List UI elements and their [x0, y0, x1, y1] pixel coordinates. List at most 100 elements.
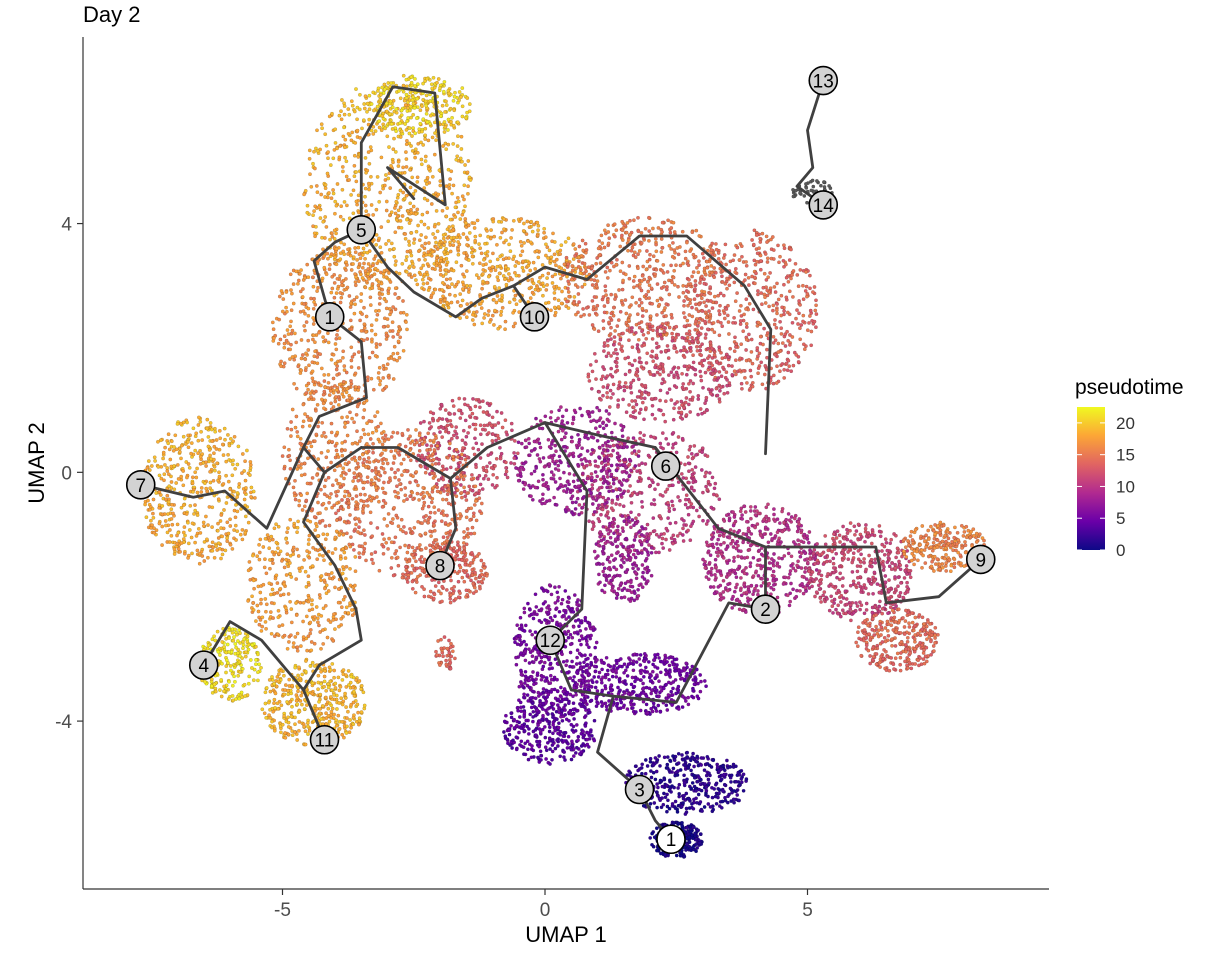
scatter-point: [552, 285, 556, 289]
scatter-point: [615, 494, 620, 499]
scatter-point: [422, 419, 426, 424]
scatter-point: [541, 477, 545, 482]
scatter-point: [637, 321, 642, 326]
scatter-point: [378, 245, 383, 250]
scatter-point: [331, 191, 336, 196]
scatter-point: [415, 440, 419, 445]
scatter-point: [559, 482, 563, 487]
scatter-point: [463, 494, 468, 499]
scatter-point: [391, 517, 395, 521]
scatter-point: [375, 175, 380, 179]
scatter-point: [279, 359, 283, 364]
scatter-point: [638, 471, 643, 475]
scatter-point: [552, 291, 557, 295]
scatter-point: [560, 414, 565, 419]
scatter-point: [511, 257, 515, 262]
scatter-point: [427, 241, 431, 245]
scatter-point: [403, 236, 408, 241]
scatter-point: [527, 261, 532, 265]
scatter-point: [389, 122, 394, 126]
scatter-point: [790, 320, 795, 325]
scatter-point: [406, 116, 411, 120]
scatter-point: [311, 213, 315, 218]
scatter-point: [643, 226, 648, 231]
scatter-point: [453, 429, 457, 434]
scatter-point: [716, 376, 721, 380]
scatter-point: [617, 380, 622, 385]
scatter-point: [323, 132, 328, 137]
scatter-point: [354, 522, 358, 527]
scatter-point: [441, 233, 446, 237]
scatter-point: [340, 187, 345, 192]
scatter-point: [440, 435, 445, 439]
scatter-point: [379, 155, 384, 160]
scatter-point: [350, 130, 355, 135]
scatter-point: [718, 303, 722, 308]
scatter-point: [393, 535, 398, 540]
scatter-point: [732, 315, 736, 320]
scatter-point: [659, 250, 664, 254]
scatter-point: [409, 253, 414, 258]
scatter-point: [504, 430, 509, 435]
scatter-point: [666, 500, 670, 505]
scatter-point: [671, 241, 675, 245]
scatter-point: [464, 434, 469, 439]
scatter-point: [682, 324, 687, 329]
scatter-point: [270, 320, 275, 325]
scatter-point: [600, 241, 605, 246]
scatter-point: [684, 372, 689, 377]
scatter-point: [524, 232, 529, 236]
scatter-point: [583, 241, 588, 246]
scatter-point: [391, 351, 396, 356]
scatter-point: [441, 535, 446, 540]
scatter-point: [791, 363, 796, 368]
scatter-point: [391, 377, 396, 381]
scatter-point: [782, 246, 787, 251]
scatter-point: [478, 423, 483, 428]
scatter-point: [547, 248, 552, 253]
scatter-point: [595, 493, 600, 498]
scatter-point: [467, 231, 472, 235]
scatter-point: [446, 455, 450, 460]
scatter-point: [412, 241, 416, 245]
scatter-point: [347, 178, 351, 182]
scatter-point: [331, 376, 336, 381]
scatter-point: [600, 374, 605, 379]
scatter-point: [580, 462, 585, 467]
scatter-point: [398, 188, 403, 193]
scatter-point: [566, 262, 571, 267]
scatter-point: [342, 145, 347, 150]
scatter-point: [585, 449, 590, 453]
scatter-point: [411, 126, 415, 130]
scatter-point: [460, 104, 465, 109]
scatter-point: [794, 316, 798, 321]
scatter-point: [542, 226, 547, 231]
scatter-point: [423, 79, 427, 83]
scatter-point: [659, 297, 664, 302]
scatter-point: [360, 265, 365, 270]
scatter-point: [377, 286, 382, 291]
scatter-point: [530, 277, 534, 282]
scatter-point: [772, 285, 777, 289]
scatter-point: [465, 96, 470, 100]
scatter-point: [450, 424, 454, 429]
scatter-point: [528, 268, 533, 273]
scatter-point: [382, 87, 387, 92]
scatter-point: [457, 90, 462, 94]
scatter-point: [638, 282, 642, 287]
scatter-point: [462, 397, 467, 401]
scatter-point: [411, 204, 416, 209]
scatter-point: [605, 343, 610, 348]
scatter-point: [338, 251, 343, 256]
scatter-point: [378, 92, 383, 97]
scatter-point: [453, 293, 457, 298]
scatter-point: [445, 236, 450, 240]
scatter-point: [449, 300, 454, 305]
scatter-point: [471, 247, 475, 252]
scatter-point: [535, 220, 540, 225]
scatter-point: [605, 390, 609, 395]
scatter-point: [724, 370, 729, 375]
scatter-point: [424, 93, 429, 98]
scatter-point: [356, 245, 361, 250]
scatter-point: [437, 457, 442, 462]
